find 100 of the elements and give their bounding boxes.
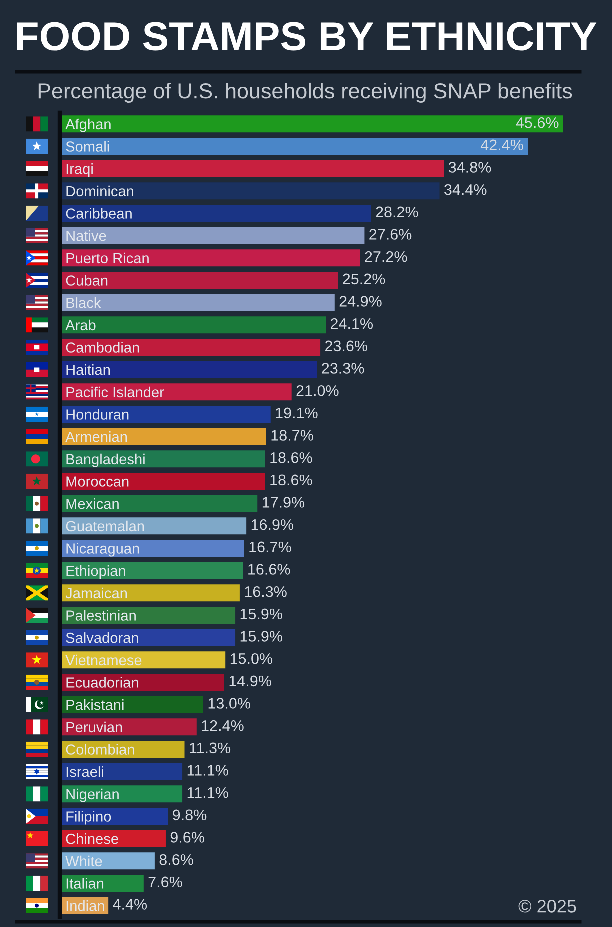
bar <box>60 607 236 624</box>
data-label: 13.0% <box>208 698 250 709</box>
data-label: 14.9% <box>230 676 272 687</box>
y-tick-label: Nicaraguan <box>66 543 140 557</box>
data-label: 25.2% <box>343 274 386 285</box>
bar <box>60 518 247 535</box>
y-tick-label: Indian <box>66 900 104 912</box>
y-tick-label: Chinese <box>66 834 118 844</box>
data-label: 18.7% <box>272 430 314 441</box>
data-label: 23.6% <box>325 340 368 352</box>
y-tick-label: Moroccan <box>66 476 129 487</box>
y-tick-label: Nigerian <box>66 788 119 802</box>
data-label: 16.9% <box>252 519 294 530</box>
y-tick-label: Ethiopian <box>66 566 126 580</box>
y-tick-label: Filipino <box>66 811 112 825</box>
data-label: 19.1% <box>276 408 318 419</box>
bar <box>60 160 444 178</box>
bar <box>60 584 240 602</box>
bar <box>60 674 224 691</box>
data-label: 11.1% <box>188 788 228 798</box>
bar <box>60 138 528 155</box>
bar <box>60 495 258 512</box>
y-tick-label: Ecuadorian <box>66 677 138 688</box>
bar <box>60 406 271 423</box>
bar <box>60 696 204 714</box>
y-tick-label: Black <box>66 298 102 308</box>
y-tick-label: Puerto Rican <box>66 252 149 264</box>
data-label: 11.3% <box>190 742 231 754</box>
data-label: 18.6% <box>270 474 312 486</box>
y-tick-label: Honduran <box>66 409 129 420</box>
bar <box>60 852 155 870</box>
data-label: 15.9% <box>240 608 282 620</box>
y-tick-label: Caribbean <box>66 208 132 219</box>
bar <box>60 250 360 267</box>
y-tick-label: Dominican <box>66 186 134 197</box>
data-label: 34.4% <box>444 184 487 196</box>
data-label: 24.1% <box>331 318 374 330</box>
data-label: 8.6% <box>160 854 194 866</box>
data-label: 21.0% <box>296 385 339 396</box>
data-label: 28.2% <box>376 206 418 218</box>
bar <box>60 473 266 490</box>
bar <box>60 763 183 780</box>
annotation: © 2025 <box>518 900 576 913</box>
y-tick-label: Arab <box>66 320 96 331</box>
data-label: 4.4% <box>113 899 148 910</box>
bar <box>60 116 564 133</box>
y-tick-label: Jamaican <box>66 588 128 599</box>
y-tick-label: Vietnamese <box>66 654 142 666</box>
bar <box>60 808 168 825</box>
bar <box>60 384 292 401</box>
bar <box>60 428 266 446</box>
data-label: 16.3% <box>245 586 287 598</box>
data-label: 18.6% <box>270 452 312 464</box>
bar <box>60 227 365 244</box>
y-tick-label: Somali <box>66 141 110 152</box>
y-tick-label: Colombian <box>66 744 134 755</box>
data-label: 27.6% <box>370 229 412 240</box>
y-tick-label: Bangladeshi <box>66 454 145 468</box>
y-tick-label: Cuban <box>66 275 108 286</box>
chart-title: FOOD STAMPS BY ETHNICITY <box>17 22 597 51</box>
bar <box>60 562 244 580</box>
y-tick-label: Iraqi <box>66 164 93 178</box>
bar <box>60 294 335 312</box>
bar <box>60 316 326 334</box>
y-tick-label: White <box>66 856 102 867</box>
y-tick-label: Pacific Islander <box>66 386 164 398</box>
chart-subtitle: Percentage of U.S. households receiving SNAP benefits <box>38 82 572 104</box>
bar <box>60 786 183 803</box>
data-label: 42.4% <box>480 140 524 151</box>
y-tick-label: Armenian <box>66 432 128 442</box>
bar <box>60 540 244 557</box>
bar <box>60 361 318 378</box>
data-label: 16.6% <box>248 564 290 575</box>
bar <box>60 205 372 222</box>
y-tick-label: Afghan <box>66 118 111 132</box>
data-label: 34.8% <box>448 162 492 173</box>
data-label: 9.6% <box>170 832 204 843</box>
bar <box>60 718 197 736</box>
data-label: 7.6% <box>148 876 182 888</box>
data-label: 17.9% <box>262 497 305 508</box>
data-label: 24.9% <box>340 296 382 307</box>
y-tick-label: Palestinian <box>66 610 136 621</box>
bar <box>60 272 338 289</box>
bar <box>60 629 236 646</box>
y-tick-label: Cambodian <box>66 342 140 353</box>
data-label: 16.7% <box>250 542 292 553</box>
y-tick-label: Native <box>66 230 106 242</box>
y-tick-label: Pakistani <box>66 700 124 710</box>
bar <box>60 339 321 356</box>
data-label: 15.0% <box>230 653 273 664</box>
y-tick-label: Salvadoran <box>66 632 138 644</box>
y-tick-label: Haitian <box>66 364 110 376</box>
data-label: 12.4% <box>202 720 244 732</box>
y-tick-label: Mexican <box>66 498 119 510</box>
data-label: 9.8% <box>173 810 207 821</box>
data-label: 23.3% <box>322 363 364 374</box>
y-tick-label: Guatemalan <box>66 520 144 532</box>
data-label: 27.2% <box>365 251 408 262</box>
data-label: 45.6% <box>516 117 559 128</box>
data-label: 15.9% <box>240 631 282 642</box>
